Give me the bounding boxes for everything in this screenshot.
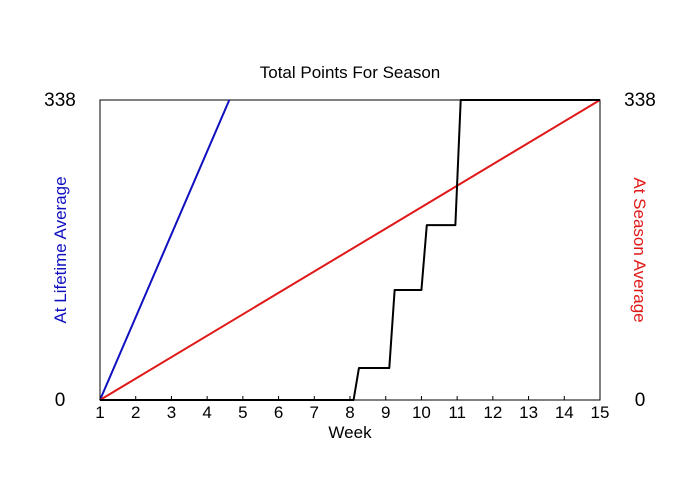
- x-tick-label-1: 1: [95, 403, 104, 422]
- series-line-season: [99, 99, 601, 401]
- x-axis-label: Week: [328, 423, 372, 442]
- series-layer: [99, 99, 601, 401]
- series-line-actual: [100, 99, 600, 401]
- x-tick-label-2: 2: [131, 403, 140, 422]
- x-tick-label-4: 4: [202, 403, 211, 422]
- y-right-tick-top: 338: [624, 90, 656, 111]
- y-right-axis-label: At Season Average: [630, 177, 649, 322]
- y-right-tick-bottom: 0: [635, 390, 646, 411]
- x-tick-label-13: 13: [519, 403, 538, 422]
- x-tick-label-14: 14: [555, 403, 574, 422]
- x-tick-label-10: 10: [412, 403, 431, 422]
- x-tick-label-3: 3: [167, 403, 176, 422]
- x-tick-layer: 1 2 3 4 5 6 7 8 9 10 11 12 13 14 15: [95, 396, 609, 422]
- x-tick-label-7: 7: [310, 403, 319, 422]
- y-left-axis-label: At Lifetime Average: [51, 176, 70, 323]
- x-tick-label-8: 8: [345, 403, 354, 422]
- x-tick-label-12: 12: [483, 403, 502, 422]
- x-tick-label-6: 6: [274, 403, 283, 422]
- x-tick-label-15: 15: [591, 403, 610, 422]
- series-line-lifetime: [99, 99, 231, 401]
- chart-title: Total Points For Season: [260, 63, 440, 82]
- y-left-tick-top: 338: [44, 90, 76, 111]
- x-tick-label-11: 11: [448, 403, 466, 422]
- x-tick-label-5: 5: [238, 403, 247, 422]
- x-tick-label-9: 9: [381, 403, 390, 422]
- y-left-tick-bottom: 0: [55, 390, 66, 411]
